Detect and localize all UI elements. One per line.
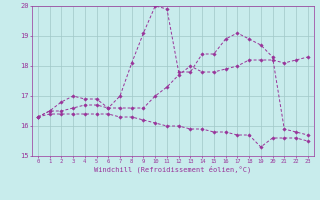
- X-axis label: Windchill (Refroidissement éolien,°C): Windchill (Refroidissement éolien,°C): [94, 166, 252, 173]
